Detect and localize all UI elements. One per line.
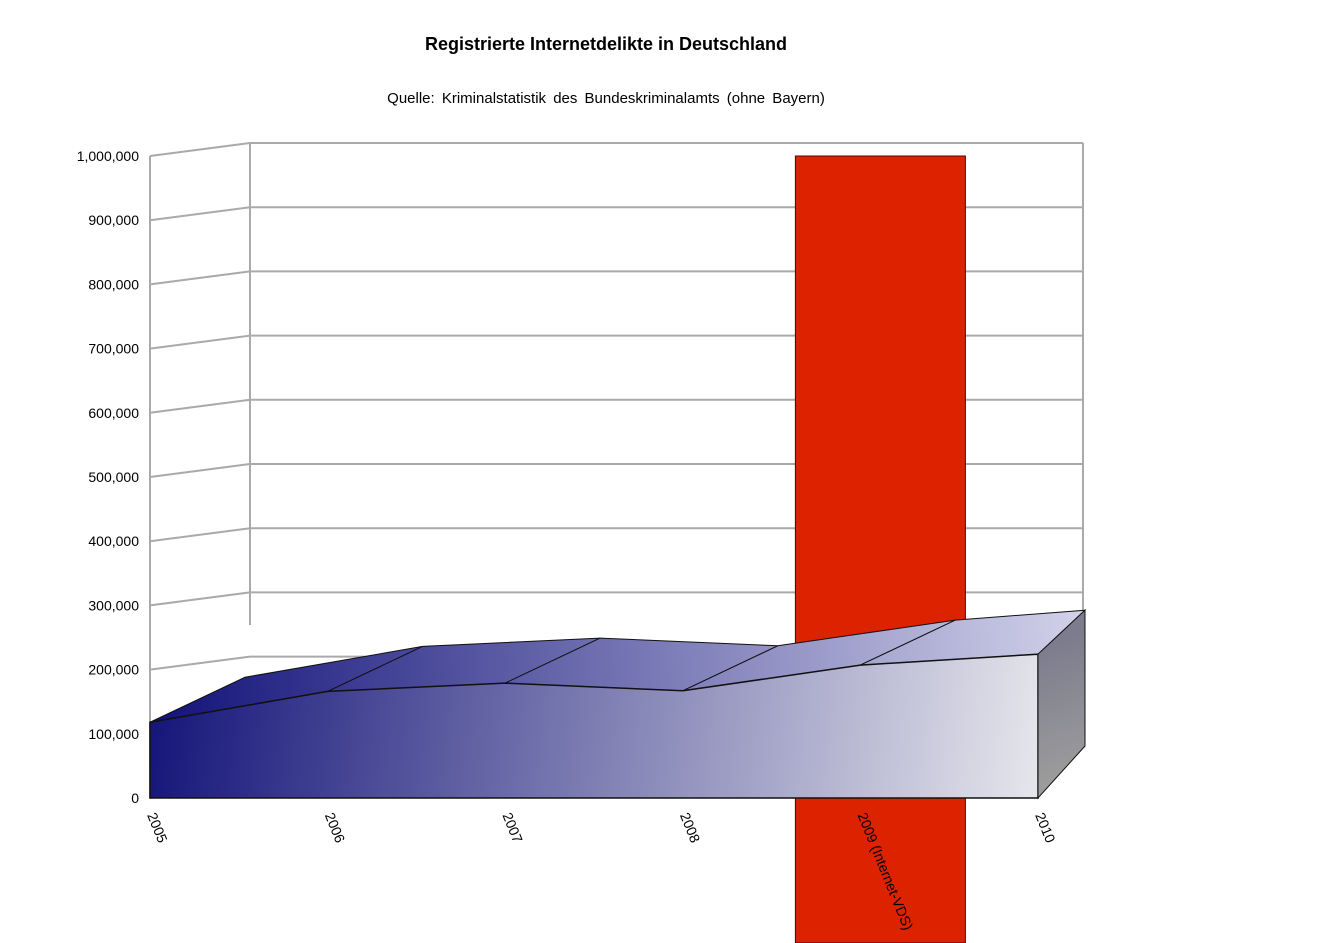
y-tick-label: 600,000 xyxy=(88,405,139,421)
x-tick-label: 2008 xyxy=(677,810,704,845)
area-side-face xyxy=(1037,609,1086,800)
x-tick-label: 2006 xyxy=(322,810,349,845)
y-tick-label: 0 xyxy=(131,790,139,806)
y-tick-label: 700,000 xyxy=(88,341,139,357)
side-gridline xyxy=(149,655,251,671)
highlight-bar xyxy=(794,155,966,943)
side-gridline xyxy=(149,270,251,286)
y-tick-label: 400,000 xyxy=(88,533,139,549)
y-axis-ticks: 0 100,000 200,000 300,000 400,000 500,000 600,… xyxy=(77,148,140,806)
chart-title: Registrierte Internetdelikte in Deutschl… xyxy=(425,34,787,54)
y-tick-label: 100,000 xyxy=(88,726,139,742)
y-tick-label: 1,000,000 xyxy=(77,148,139,164)
x-tick-label: 2007 xyxy=(499,810,526,845)
side-gridline xyxy=(149,206,251,222)
side-gridline xyxy=(149,398,251,414)
y-tick-label: 500,000 xyxy=(88,469,139,485)
side-gridline xyxy=(149,334,251,350)
y-tick-label: 200,000 xyxy=(88,662,139,678)
side-gridline xyxy=(149,527,251,543)
highlight-bar-group xyxy=(794,155,966,943)
side-gridline xyxy=(149,591,251,607)
area-series xyxy=(149,609,1087,800)
side-gridline xyxy=(149,463,251,478)
x-tick-label: 2005 xyxy=(144,810,171,845)
y-tick-label: 800,000 xyxy=(88,276,139,292)
x-tick-label: 2010 xyxy=(1032,810,1059,845)
y-tick-label: 300,000 xyxy=(88,597,139,613)
side-gridline xyxy=(149,142,251,157)
chart-subtitle: Quelle: Kriminalstatistik des Bundeskrim… xyxy=(387,90,825,107)
y-tick-label: 900,000 xyxy=(88,212,139,228)
